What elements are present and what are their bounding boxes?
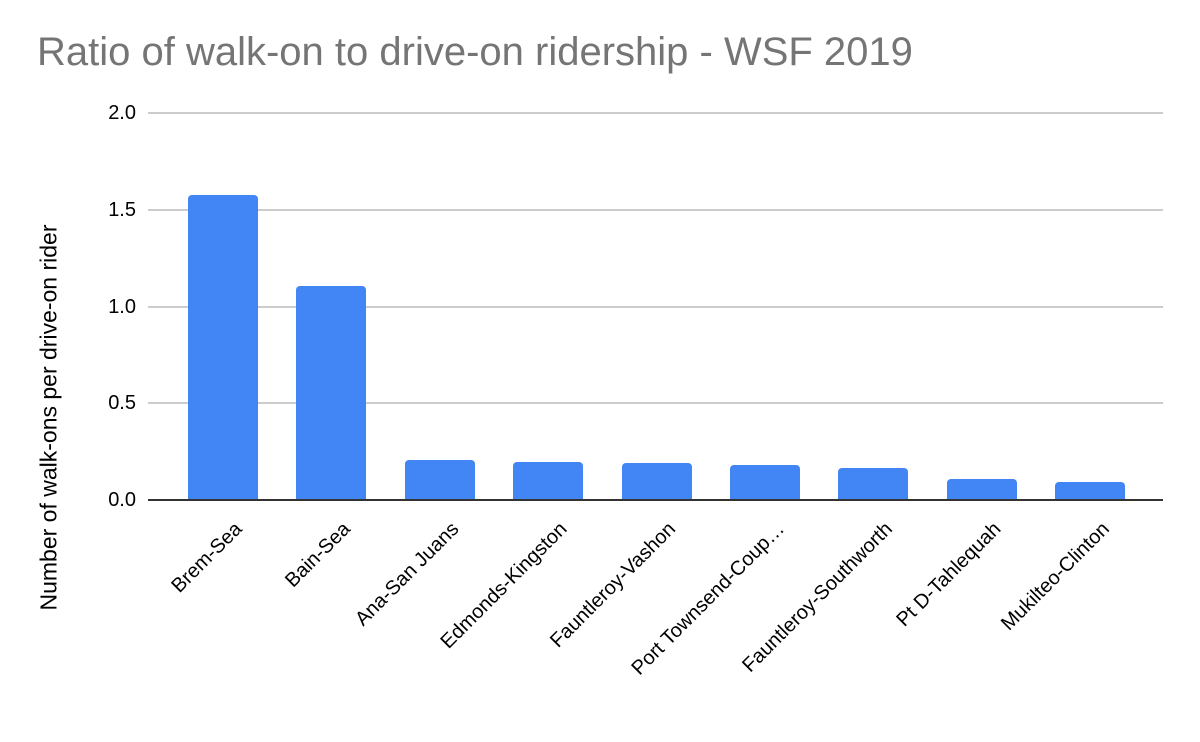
x-tick-label: Pt D-Tahlequah <box>892 518 1006 632</box>
bar-Fauntleroy-Vashon[interactable] <box>621 463 692 499</box>
plot-area <box>148 112 1163 501</box>
bar-Fauntleroy-Southworth[interactable] <box>838 468 909 499</box>
x-tick-label: Ana-San Juans <box>351 518 464 631</box>
x-axis-line <box>148 499 1163 501</box>
y-tick-label: 1.0 <box>108 295 136 318</box>
bar-Mukilteo-Clinton[interactable] <box>1055 481 1126 499</box>
y-axis-title: Number of walk-ons per drive-on rider <box>35 224 62 611</box>
x-tick-label: Brem-Sea <box>167 518 247 598</box>
y-tick-label: 2.0 <box>108 102 136 124</box>
gridline <box>148 208 1163 211</box>
bar-Edmonds-Kingston[interactable] <box>513 462 584 499</box>
x-tick-label: Bain-Sea <box>281 518 355 592</box>
y-tick-label: 1.5 <box>108 198 136 221</box>
bar-Brem-Sea[interactable] <box>188 195 258 499</box>
bar-Bain-Sea[interactable] <box>296 286 367 499</box>
gridline <box>148 305 1163 308</box>
bar-Port Townsend-Coup…[interactable] <box>730 465 800 499</box>
chart-title: Ratio of walk-on to drive-on ridership -… <box>37 30 913 74</box>
bar-Pt D-Tahlequah[interactable] <box>946 478 1017 499</box>
y-tick-label: 0.5 <box>108 392 136 415</box>
bar-Ana-San Juans[interactable] <box>404 460 475 499</box>
x-tick-label: Mukilteo-Clinton <box>996 518 1114 635</box>
y-tick-label: 0.0 <box>108 489 136 511</box>
gridline <box>148 402 1163 405</box>
gridline <box>148 112 1163 114</box>
